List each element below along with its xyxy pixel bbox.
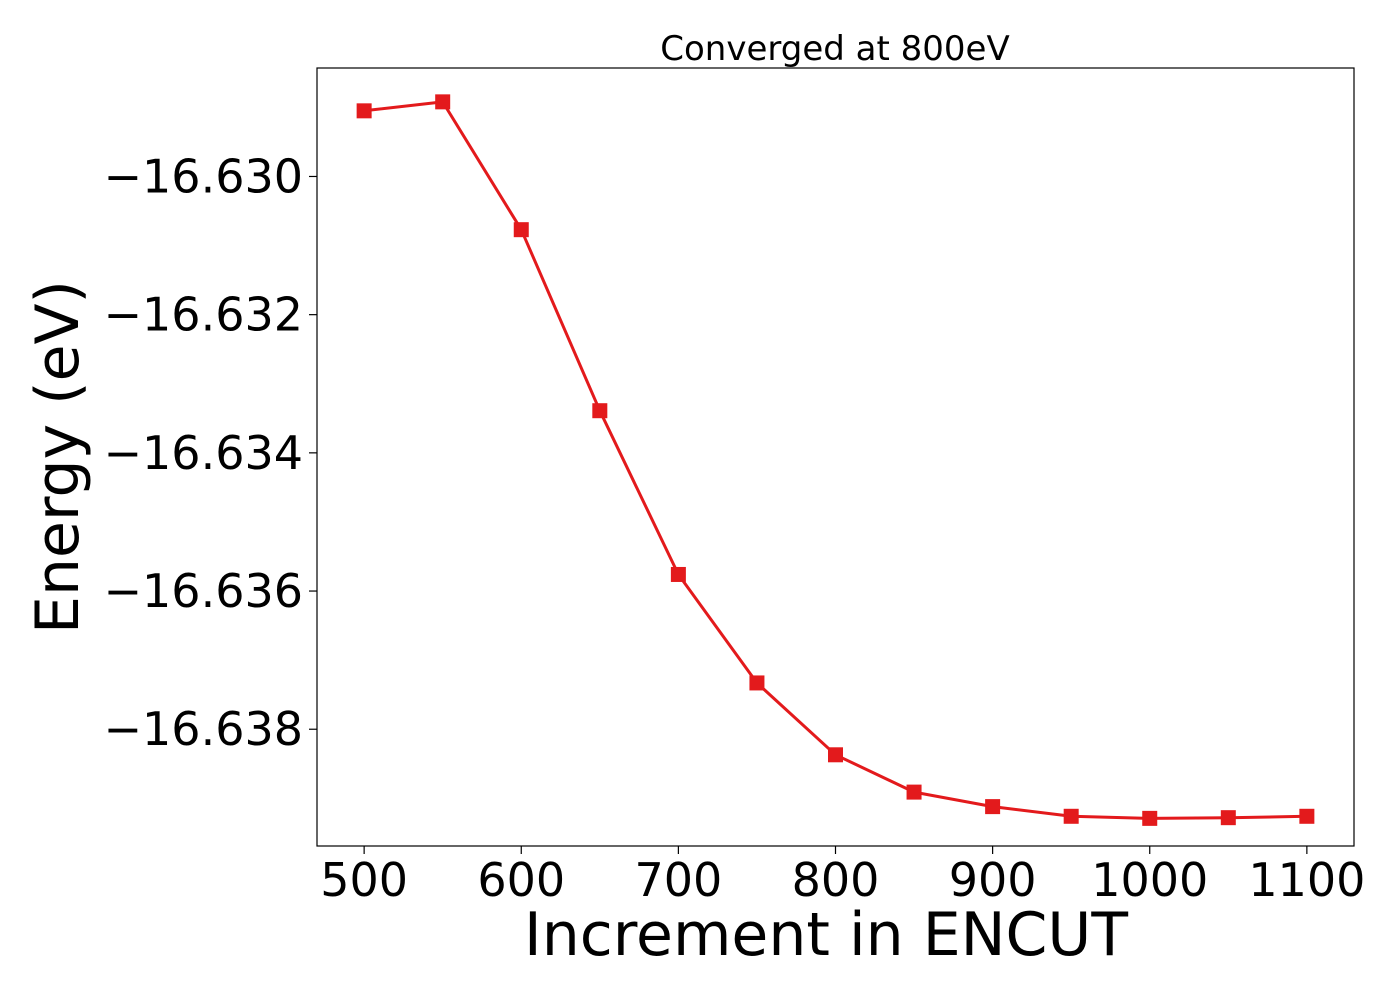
- x-tick-label: 500: [320, 853, 408, 907]
- y-axis-ticks: −16.630 −16.632 −16.634 −16.636 −16.638: [104, 149, 317, 756]
- x-axis-label: Increment in ENCUT: [524, 900, 1128, 970]
- series-layer: [356, 94, 1315, 826]
- data-point-marker: [592, 403, 608, 419]
- data-point-marker: [828, 747, 843, 763]
- y-tick-label: −16.632: [104, 288, 304, 342]
- data-point-marker: [670, 566, 686, 582]
- x-tick-label: 800: [792, 853, 880, 907]
- data-point-marker: [356, 103, 372, 119]
- x-axis-ticks: 500 600 700 800 900 1000 1100: [320, 846, 1365, 907]
- y-tick-label: −16.638: [104, 702, 304, 756]
- chart-title: Converged at 800eV: [660, 29, 1009, 69]
- data-point-marker: [513, 222, 529, 238]
- x-tick-label: 700: [634, 853, 722, 907]
- data-point-marker: [906, 784, 922, 800]
- y-axis-label: Energy (eV): [23, 280, 93, 634]
- data-point-marker: [749, 675, 765, 691]
- data-point-marker: [1142, 810, 1158, 826]
- series-line: [363, 100, 1307, 820]
- x-tick-label: 1000: [1091, 853, 1208, 907]
- y-tick-label: −16.630: [104, 149, 304, 203]
- x-tick-label: 1100: [1248, 853, 1365, 907]
- data-point-marker: [1220, 810, 1236, 826]
- data-point-marker: [985, 799, 1001, 815]
- data-point-marker: [1299, 808, 1315, 824]
- y-tick-label: −16.636: [104, 564, 304, 618]
- x-tick-label: 900: [949, 853, 1037, 907]
- data-point-marker: [1063, 808, 1079, 824]
- data-point-marker: [435, 94, 451, 110]
- y-tick-label: −16.634: [104, 426, 304, 480]
- x-tick-label: 600: [477, 853, 565, 907]
- plot-area-frame: [316, 67, 1355, 847]
